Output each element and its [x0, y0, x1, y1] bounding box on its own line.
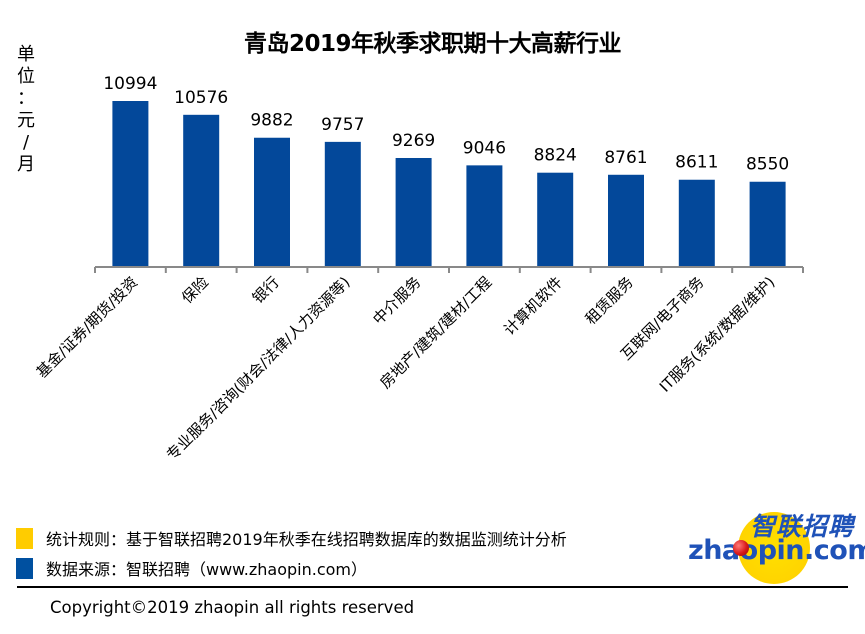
- data-label: 8824: [534, 146, 577, 166]
- unit-char: 月: [17, 154, 35, 175]
- x-tick-label: 银行: [249, 273, 283, 307]
- data-label: 9757: [321, 115, 364, 135]
- bar: [324, 141, 361, 266]
- legend-item-rule: 统计规则：基于智联招聘2019年秋季在线招聘数据库的数据监测统计分析: [16, 527, 567, 549]
- footer-divider: [17, 586, 848, 588]
- data-label: 8550: [746, 155, 789, 175]
- bar: [608, 174, 644, 266]
- logo-circle-icon: [738, 512, 810, 584]
- bar: [466, 165, 503, 266]
- bar-chart: 10994基金/证券/期货/投资10576保险9882银行9757专业服务/咨询…: [33, 74, 804, 464]
- x-tick-label: 基金/证券/期货/投资: [33, 273, 141, 381]
- zhaopin-logo: 智联招聘 zhaopin.com: [686, 505, 865, 585]
- legend-swatch-yellow: [16, 527, 33, 549]
- chart-title: 青岛2019年秋季求职期十大高薪行业: [243, 31, 622, 57]
- bar: [183, 114, 220, 266]
- logo-ball-icon: [733, 540, 749, 556]
- data-label: 9046: [463, 138, 506, 158]
- data-label: 9882: [250, 111, 293, 131]
- bar: [678, 179, 715, 266]
- legend-text-rule: 统计规则：基于智联招聘2019年秋季在线招聘数据库的数据监测统计分析: [46, 530, 567, 549]
- x-tick-label: 中介服务: [369, 273, 424, 328]
- bar: [254, 137, 290, 266]
- copyright-text: Copyright©2019 zhaopin all rights reserv…: [50, 598, 415, 617]
- unit-char: 位: [17, 66, 35, 87]
- data-label: 9269: [392, 131, 435, 151]
- bar: [395, 157, 432, 266]
- x-tick-label: 计算机软件: [500, 273, 566, 339]
- legend-swatch-blue: [16, 557, 33, 579]
- unit-char: 元: [17, 110, 35, 131]
- bar: [749, 181, 786, 266]
- bar: [537, 172, 574, 266]
- data-label: 8761: [604, 148, 647, 168]
- x-tick-label: 租赁服务: [582, 273, 637, 328]
- data-label: 10994: [103, 74, 157, 94]
- data-label: 8611: [675, 153, 718, 173]
- legend-item-source: 数据来源：智联招聘（www.zhaopin.com）: [16, 557, 367, 579]
- unit-label: 单 位 ： 元 / 月: [14, 44, 38, 176]
- x-tick-label: IT服务(系统/数据/维护): [656, 273, 779, 396]
- bar: [112, 101, 149, 266]
- data-label: 10576: [174, 88, 228, 108]
- logo-en-text: zhaopin.com: [688, 535, 865, 566]
- logo-cn-text: 智联招聘: [750, 512, 855, 541]
- x-tick-label: 保险: [178, 273, 212, 307]
- legend-text-source: 数据来源：智联招聘（www.zhaopin.com）: [46, 560, 368, 579]
- unit-char: /: [22, 132, 30, 153]
- unit-char: 单: [17, 44, 35, 65]
- unit-char: ：: [17, 88, 35, 109]
